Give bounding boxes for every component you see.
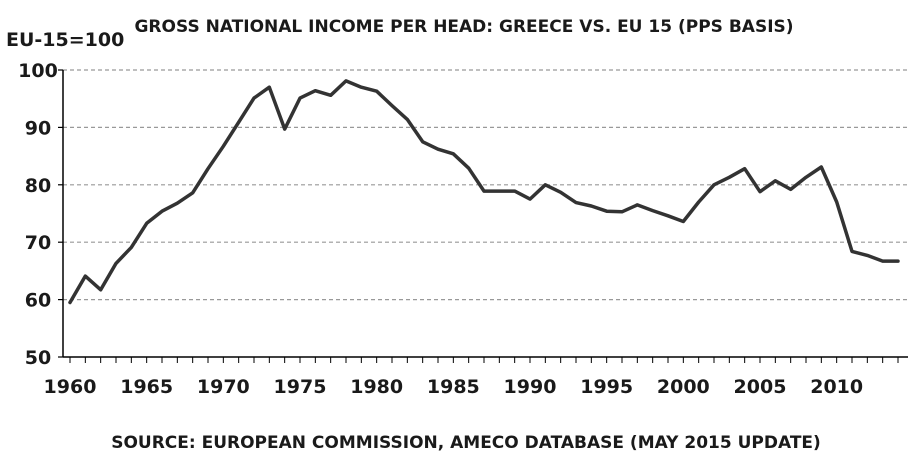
data-point-1991	[544, 183, 547, 186]
x-tick-label-2000: 2000	[657, 376, 710, 398]
gridlines	[63, 69, 908, 301]
data-point-1964	[130, 246, 133, 249]
y-tick-label-70: 70	[25, 232, 51, 254]
data-point-1978	[345, 79, 348, 82]
data-point-2004	[743, 167, 746, 170]
x-tick-label-1975: 1975	[274, 376, 327, 398]
data-point-1966	[161, 210, 164, 213]
data-point-1968	[191, 191, 194, 194]
data-point-1990	[529, 198, 532, 201]
y-tick-label-60: 60	[25, 290, 51, 312]
data-point-2006	[774, 179, 777, 182]
data-point-1984	[437, 148, 440, 151]
y-tick-label-50: 50	[25, 347, 51, 369]
data-point-1986	[467, 167, 470, 170]
data-point-1976	[314, 89, 317, 92]
x-tick-label-2010: 2010	[810, 376, 863, 398]
axes	[58, 69, 908, 363]
x-tick-label-1965: 1965	[120, 376, 173, 398]
data-point-1993	[575, 201, 578, 204]
x-tick-label-1970: 1970	[197, 376, 250, 398]
data-point-1982	[406, 118, 409, 121]
data-point-1967	[176, 202, 179, 205]
x-tick-label-1985: 1985	[427, 376, 480, 398]
source-note: SOURCE: EUROPEAN COMMISSION, AMECO DATAB…	[111, 433, 821, 453]
data-point-2014	[897, 260, 900, 263]
y-tick-label-100: 100	[18, 60, 58, 82]
series-group	[68, 79, 900, 305]
data-point-2001	[697, 201, 700, 204]
data-point-1988	[498, 190, 501, 193]
data-point-1994	[590, 205, 593, 208]
series-line-0	[68, 79, 900, 305]
data-point-1979	[360, 86, 363, 89]
data-point-1983	[421, 140, 424, 143]
data-point-2005	[759, 190, 762, 193]
data-point-2008	[805, 176, 808, 179]
data-point-1962	[99, 288, 102, 291]
data-point-1977	[329, 94, 332, 97]
data-point-1963	[115, 262, 118, 265]
data-point-1971	[237, 121, 240, 124]
data-point-1987	[483, 190, 486, 193]
data-point-1998	[651, 209, 654, 212]
data-point-1965	[145, 222, 148, 225]
data-point-2009	[820, 166, 823, 169]
data-point-1969	[207, 167, 210, 170]
x-tick-label-1980: 1980	[350, 376, 403, 398]
data-point-2000	[682, 220, 685, 223]
data-point-1974	[283, 128, 286, 131]
x-tick-label-1960: 1960	[44, 376, 97, 398]
chart-title: GROSS NATIONAL INCOME PER HEAD: GREECE V…	[134, 17, 793, 37]
data-point-1972	[253, 97, 256, 100]
data-point-2007	[789, 188, 792, 191]
data-point-2011	[851, 250, 854, 253]
data-point-1989	[513, 190, 516, 193]
x-tick-label-1990: 1990	[504, 376, 557, 398]
data-point-1973	[268, 86, 271, 89]
data-point-1975	[299, 97, 302, 100]
data-point-1996	[621, 210, 624, 213]
x-tick-label-2005: 2005	[734, 376, 787, 398]
data-point-1995	[605, 210, 608, 213]
data-point-1961	[84, 275, 87, 278]
data-point-1985	[452, 152, 455, 155]
data-point-2013	[881, 260, 884, 263]
data-point-1992	[559, 191, 562, 194]
x-tick-label-1995: 1995	[580, 376, 633, 398]
data-point-2002	[713, 183, 716, 186]
data-point-1960	[69, 301, 72, 304]
data-point-1980	[375, 90, 378, 93]
data-point-2003	[728, 176, 731, 179]
y-tick-labels: 100 90 80 70 60 50	[18, 60, 58, 369]
data-point-1970	[222, 145, 225, 148]
y-tick-label-80: 80	[25, 175, 51, 197]
data-point-2012	[866, 254, 869, 257]
y-axis-label: EU-15=100	[6, 29, 124, 51]
data-point-1997	[636, 203, 639, 206]
data-point-1981	[391, 104, 394, 107]
x-tick-labels: 1960 1965 1970 1975 1980 1985 1990 1995 2000 2005…	[44, 376, 864, 398]
y-tick-label-90: 90	[25, 117, 51, 139]
data-point-2010	[835, 201, 838, 204]
data-point-1999	[667, 214, 670, 217]
